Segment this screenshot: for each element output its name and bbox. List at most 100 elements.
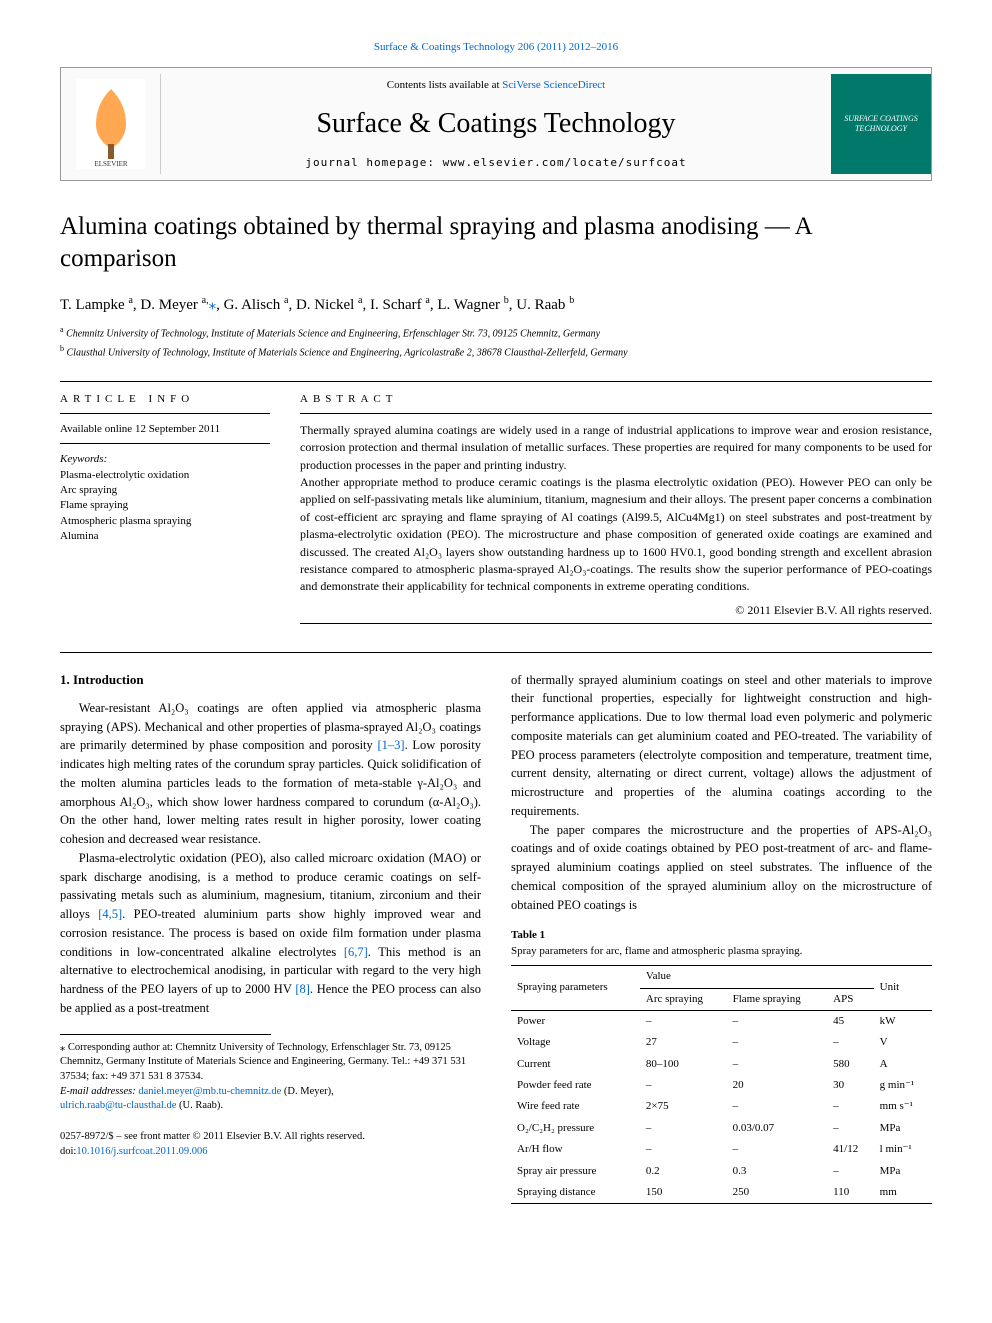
abstract-header: ABSTRACT xyxy=(300,392,932,407)
cell-unit: mm s⁻¹ xyxy=(874,1096,932,1117)
author: I. Scharf a xyxy=(370,297,430,313)
keyword: Flame spraying xyxy=(60,498,270,513)
cell-param: Power xyxy=(511,1010,640,1032)
para: The paper compares the microstructure an… xyxy=(511,821,932,915)
para: Plasma-electrolytic oxidation (PEO), als… xyxy=(60,849,481,1018)
email-link[interactable]: daniel.meyer@mb.tu-chemnitz.de xyxy=(138,1086,281,1097)
homepage-url: www.elsevier.com/locate/surfcoat xyxy=(443,156,687,169)
sciencedirect-link[interactable]: SciVerse ScienceDirect xyxy=(502,79,605,91)
author-list: T. Lampke a, D. Meyer a,⁎, G. Alisch a, … xyxy=(60,294,932,316)
article-info-column: ARTICLE INFO Available online 12 Septemb… xyxy=(60,392,270,632)
table-row: Powder feed rate–2030g min⁻¹ xyxy=(511,1075,932,1096)
affiliation-mark: a xyxy=(284,295,288,306)
cell-value: – xyxy=(827,1118,874,1139)
cell-unit: MPa xyxy=(874,1118,932,1139)
cell-value: 2×75 xyxy=(640,1096,727,1117)
abstract-rule xyxy=(300,413,932,414)
cell-value: – xyxy=(640,1139,727,1160)
para: Wear-resistant Al₂O₃ coatings are often … xyxy=(60,699,481,849)
intro-col2-text: of thermally sprayed aluminium coatings … xyxy=(511,671,932,915)
email-label: E-mail addresses: xyxy=(60,1086,138,1097)
cell-unit: mm xyxy=(874,1182,932,1204)
ref-link[interactable]: [8] xyxy=(295,982,310,996)
keyword: Atmospheric plasma spraying xyxy=(60,514,270,529)
cell-unit: kW xyxy=(874,1010,932,1032)
corresponding-author-footnote: ⁎ Corresponding author at: Chemnitz Univ… xyxy=(60,1041,481,1085)
cell-value: – xyxy=(727,1139,828,1160)
keywords-label: Keywords: xyxy=(60,452,270,467)
ref-link[interactable]: [4,5] xyxy=(98,907,122,921)
journal-header-center: Contents lists available at SciVerse Sci… xyxy=(161,68,831,180)
para: of thermally sprayed aluminium coatings … xyxy=(511,671,932,821)
front-matter-line: 0257-8972/$ – see front matter © 2011 El… xyxy=(60,1130,481,1145)
svg-text:ELSEVIER: ELSEVIER xyxy=(94,160,127,168)
th-param: Spraying parameters xyxy=(511,966,640,1011)
contents-available-line: Contents lists available at SciVerse Sci… xyxy=(171,78,821,93)
doi-prefix: doi: xyxy=(60,1146,76,1157)
info-abstract-row: ARTICLE INFO Available online 12 Septemb… xyxy=(60,392,932,632)
ref-link[interactable]: [1–3] xyxy=(377,738,404,752)
th-unit: Unit xyxy=(874,966,932,1011)
cell-value: – xyxy=(827,1032,874,1053)
ref-link[interactable]: [6,7] xyxy=(344,945,368,959)
author: D. Nickel a xyxy=(296,297,363,313)
cell-param: Voltage xyxy=(511,1032,640,1053)
table-row: Wire feed rate2×75––mm s⁻¹ xyxy=(511,1096,932,1117)
intro-col1-text: Wear-resistant Al₂O₃ coatings are often … xyxy=(60,699,481,1018)
footnote-rule xyxy=(60,1034,271,1035)
journal-homepage-line: journal homepage: www.elsevier.com/locat… xyxy=(171,155,821,170)
cell-value: 27 xyxy=(640,1032,727,1053)
corr-text: Corresponding author at: Chemnitz Univer… xyxy=(60,1042,466,1082)
keyword: Alumina xyxy=(60,529,270,544)
cell-unit: g min⁻¹ xyxy=(874,1075,932,1096)
journal-name: Surface & Coatings Technology xyxy=(171,104,821,143)
cell-param: Spraying distance xyxy=(511,1182,640,1204)
affiliation-mark: b xyxy=(569,295,574,306)
cell-value: – xyxy=(640,1010,727,1032)
affiliation-mark: a xyxy=(358,295,362,306)
cover-text: SURFACE COATINGS TECHNOLOGY xyxy=(831,110,931,139)
author: G. Alisch a xyxy=(224,297,289,313)
email-footnote: E-mail addresses: daniel.meyer@mb.tu-che… xyxy=(60,1085,481,1114)
table1-caption: Table 1 Spray parameters for arc, flame … xyxy=(511,928,932,959)
cell-value: – xyxy=(727,1054,828,1075)
cell-param: Ar/H flow xyxy=(511,1139,640,1160)
citation-link[interactable]: Surface & Coatings Technology 206 (2011)… xyxy=(374,41,618,53)
doi-link[interactable]: 10.1016/j.surfcoat.2011.09.006 xyxy=(76,1146,207,1157)
journal-citation-header: Surface & Coatings Technology 206 (2011)… xyxy=(60,40,932,55)
star-mark: ⁎ xyxy=(60,1042,65,1053)
cell-value: 0.3 xyxy=(727,1161,828,1182)
table-row: Ar/H flow––41/12l min⁻¹ xyxy=(511,1139,932,1160)
table1-label: Table 1 xyxy=(511,929,545,941)
abstract-text: Thermally sprayed alumina coatings are w… xyxy=(300,422,932,596)
th-sub: APS xyxy=(827,988,874,1010)
cell-value: 41/12 xyxy=(827,1139,874,1160)
email-link[interactable]: ulrich.raab@tu-clausthal.de xyxy=(60,1100,176,1111)
cell-param: Wire feed rate xyxy=(511,1096,640,1117)
table-row: O₂/C₂H₂ pressure–0.03/0.07–MPa xyxy=(511,1118,932,1139)
cell-unit: l min⁻¹ xyxy=(874,1139,932,1160)
journal-cover-thumb: SURFACE COATINGS TECHNOLOGY xyxy=(831,74,931,174)
rule-after-affiliations xyxy=(60,381,932,382)
cell-value: 110 xyxy=(827,1182,874,1204)
table-row: Current80–100–580A xyxy=(511,1054,932,1075)
available-online-line: Available online 12 September 2011 xyxy=(60,422,270,437)
journal-header-box: ELSEVIER Contents lists available at Sci… xyxy=(60,67,932,181)
cell-param: Current xyxy=(511,1054,640,1075)
table1-caption-text: Spray parameters for arc, flame and atmo… xyxy=(511,945,802,957)
cell-unit: V xyxy=(874,1032,932,1053)
table-row: Spray air pressure0.20.3–MPa xyxy=(511,1161,932,1182)
table1: Spraying parametersValueUnitArc spraying… xyxy=(511,965,932,1204)
section-1-heading: 1. Introduction xyxy=(60,671,481,689)
left-column: 1. Introduction Wear-resistant Al₂O₃ coa… xyxy=(60,671,481,1205)
publisher-logo: ELSEVIER xyxy=(61,74,161,174)
author: D. Meyer a,⁎ xyxy=(140,297,216,313)
cell-unit: MPa xyxy=(874,1161,932,1182)
cell-value: 580 xyxy=(827,1054,874,1075)
cell-value: – xyxy=(727,1096,828,1117)
cell-unit: A xyxy=(874,1054,932,1075)
th-value: Value xyxy=(640,966,874,988)
cell-value: 150 xyxy=(640,1182,727,1204)
info-rule-1 xyxy=(60,413,270,414)
article-title: Alumina coatings obtained by thermal spr… xyxy=(60,211,932,274)
